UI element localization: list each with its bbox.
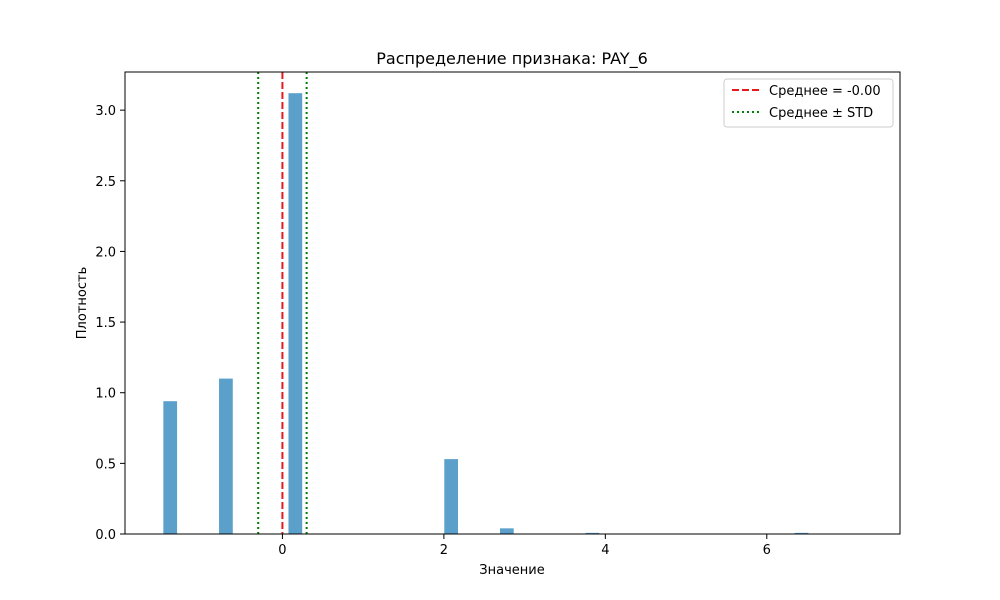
- bar-3: [444, 459, 459, 534]
- y-axis-label: Плотность: [75, 267, 90, 339]
- y-tick-label: 1.5: [95, 316, 116, 331]
- x-axis-label: Значение: [479, 563, 544, 578]
- plot-frame: [124, 71, 901, 535]
- y-tick-label: 3.0: [95, 104, 116, 119]
- y-tick-label: 0.5: [95, 457, 116, 472]
- y-tick-label: 0.0: [95, 528, 116, 543]
- y-tick-label: 2.0: [95, 245, 116, 260]
- bar-1: [219, 378, 233, 534]
- legend-box: [723, 78, 894, 128]
- x-tick-label: 6: [763, 543, 771, 558]
- bars-group: [163, 93, 809, 534]
- bar-0: [163, 401, 178, 534]
- reference-lines: [257, 72, 308, 534]
- x-axis-ticks: 0 2 4 6: [278, 534, 771, 558]
- bar-5: [585, 532, 600, 534]
- bar-2: [288, 93, 303, 534]
- legend-mean-label: Среднее = -0.00: [769, 84, 881, 99]
- y-axis-ticks: 0.0 0.5 1.0 1.5 2.0 2.5 3.0: [95, 104, 125, 543]
- legend-std-label: Среднее ± STD: [769, 106, 873, 121]
- x-tick-label: 4: [601, 543, 609, 558]
- chart-title: Распределение признака: PAY_6: [376, 49, 648, 69]
- x-tick-label: 2: [440, 543, 448, 558]
- y-tick-label: 1.0: [95, 387, 116, 402]
- legend: Среднее = -0.00 Среднее ± STD: [723, 78, 894, 128]
- bar-6: [794, 532, 809, 534]
- bar-4: [499, 528, 514, 534]
- y-tick-label: 2.5: [95, 175, 116, 190]
- x-tick-label: 0: [278, 543, 286, 558]
